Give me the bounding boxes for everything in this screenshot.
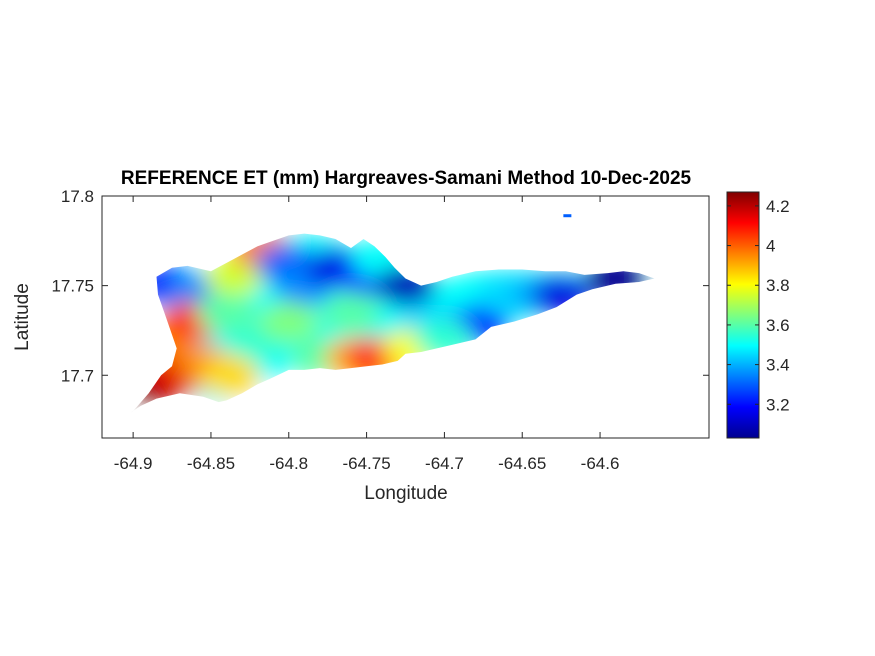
y-axis-label: Latitude bbox=[12, 283, 33, 351]
et-value-zone bbox=[375, 265, 436, 306]
y-axis: 17.7 17.75 17.8 bbox=[51, 187, 709, 385]
et-value-zone bbox=[531, 274, 592, 315]
y-tick-label: 17.75 bbox=[51, 277, 94, 296]
chart-title: REFERENCE ET (mm) Hargreaves-Samani Meth… bbox=[121, 168, 692, 189]
colorbar-tick-label: 3.2 bbox=[766, 395, 790, 414]
et-value-zone bbox=[199, 355, 260, 396]
y-tick-label: 17.7 bbox=[61, 366, 94, 385]
y-tick-label: 17.8 bbox=[61, 187, 94, 206]
x-tick-label: -64.65 bbox=[498, 454, 546, 473]
colorbar-tick-label: 3.4 bbox=[766, 356, 790, 375]
et-value-zone bbox=[258, 301, 319, 342]
et-value-zone bbox=[196, 292, 257, 333]
colorbar-tick-label: 4 bbox=[766, 237, 775, 256]
colorbar-gradient bbox=[726, 191, 760, 439]
x-axis: -64.9 -64.85 -64.8 -64.75 -64.7 -64.65 -64.6 bbox=[114, 196, 620, 473]
x-tick-label: -64.8 bbox=[269, 454, 308, 473]
x-tick-label: -64.85 bbox=[187, 454, 235, 473]
colorbar-tick-label: 4.2 bbox=[766, 197, 790, 216]
et-value-zone bbox=[321, 292, 381, 333]
x-tick-label: -64.75 bbox=[342, 454, 390, 473]
et-value-zone bbox=[585, 258, 646, 299]
plot-area-frame bbox=[101, 195, 710, 439]
map-field bbox=[130, 233, 655, 413]
colorbar-tick-label: 3.6 bbox=[766, 316, 790, 335]
et-value-zone bbox=[414, 319, 475, 360]
x-tick-label: -64.6 bbox=[581, 454, 620, 473]
et-value-zone bbox=[352, 238, 413, 279]
x-tick-label: -64.7 bbox=[425, 454, 464, 473]
x-tick-label: -64.9 bbox=[114, 454, 153, 473]
x-axis-label: Longitude bbox=[364, 483, 447, 504]
colorbar-tick-label: 3.8 bbox=[766, 276, 790, 295]
colorbar: 3.2 3.4 3.6 3.8 4 4.2 bbox=[726, 191, 790, 439]
